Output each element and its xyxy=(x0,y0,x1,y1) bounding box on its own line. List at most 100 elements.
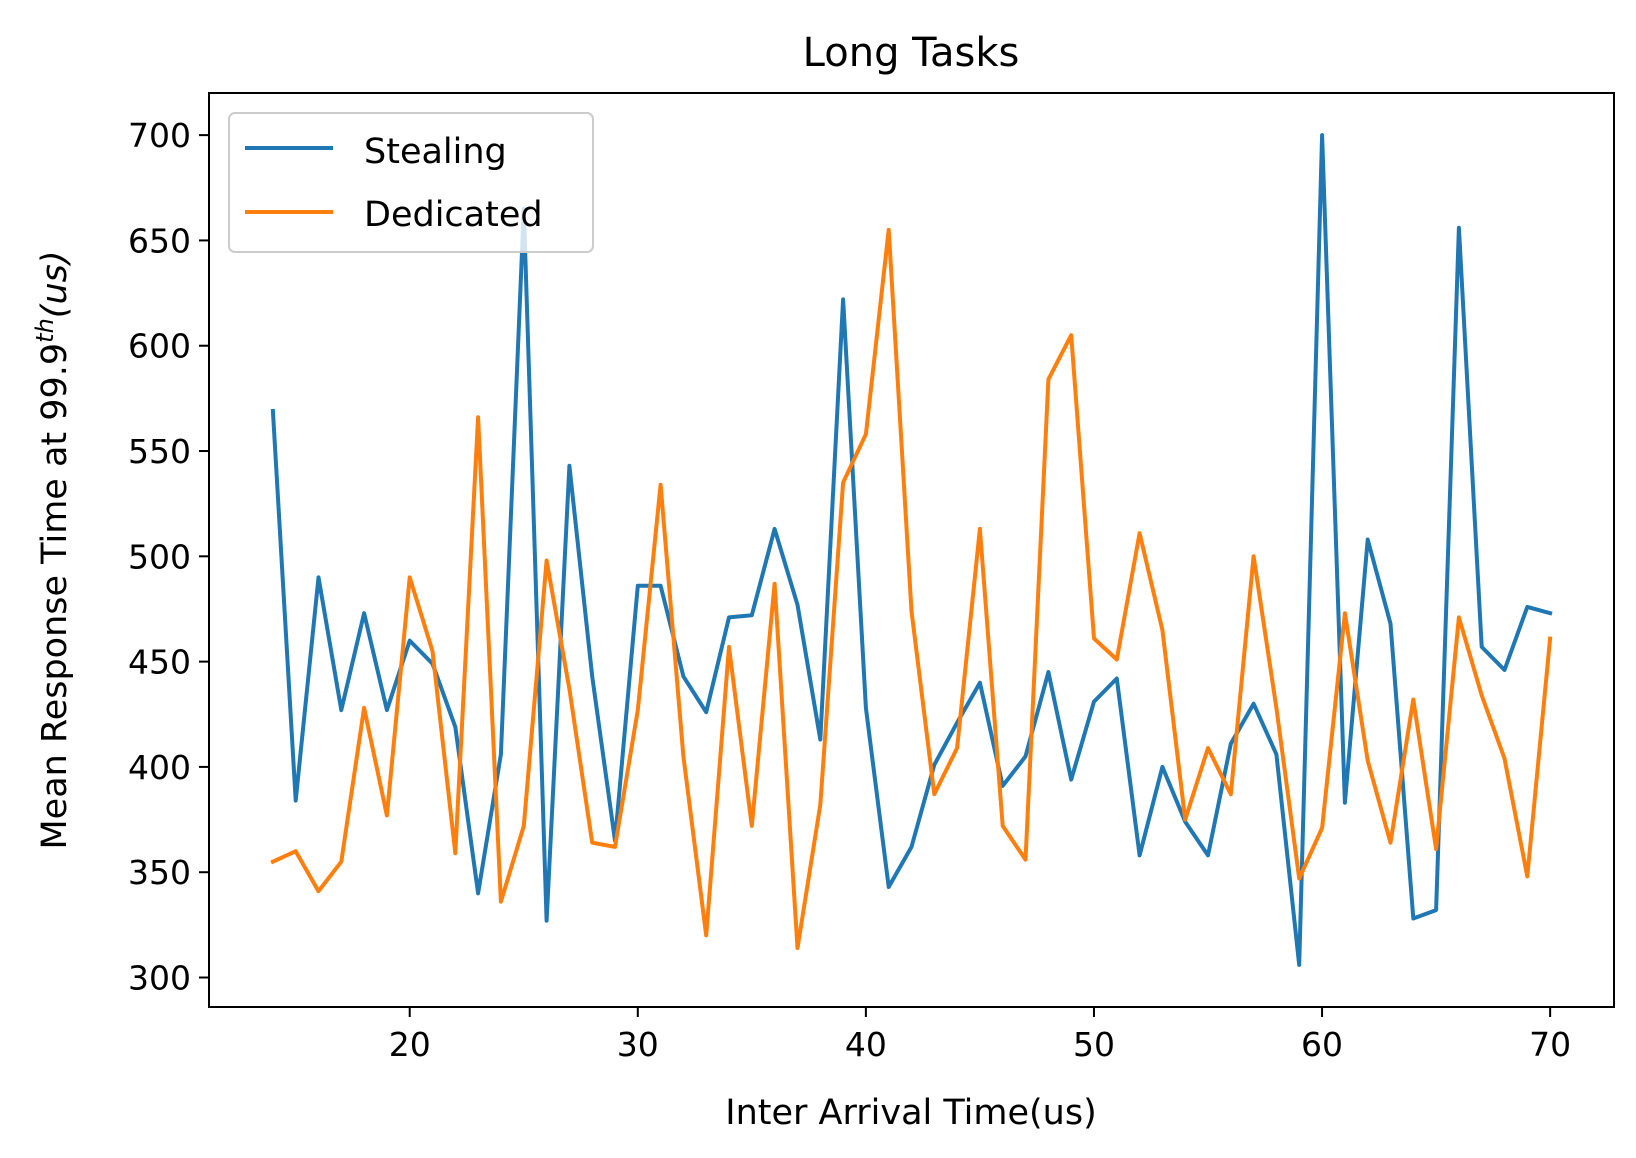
data-point-dedicated xyxy=(338,859,344,865)
data-point-dedicated xyxy=(407,574,413,580)
data-point-dedicated xyxy=(384,812,390,818)
data-point-dedicated xyxy=(1228,791,1234,797)
y-axis: 300 350 400 450 500 550 600 650 700 xyxy=(128,116,209,998)
data-point-dedicated xyxy=(954,745,960,751)
data-point-dedicated xyxy=(589,840,595,846)
data-point-stealing xyxy=(316,574,322,580)
data-point-stealing xyxy=(338,707,344,713)
data-point-stealing xyxy=(1479,644,1485,650)
data-point-stealing xyxy=(1091,699,1097,705)
data-point-dedicated xyxy=(1023,857,1029,863)
data-point-dedicated xyxy=(1365,758,1371,764)
data-point-dedicated xyxy=(749,823,755,829)
data-point-stealing xyxy=(658,583,664,589)
data-point-dedicated xyxy=(544,558,550,564)
data-point-dedicated xyxy=(726,644,732,650)
data-point-stealing xyxy=(1296,962,1302,968)
x-tick-label: 70 xyxy=(1529,1025,1571,1064)
data-point-dedicated xyxy=(1388,840,1394,846)
data-point-stealing xyxy=(795,602,801,608)
data-point-stealing xyxy=(407,638,413,644)
data-point-stealing xyxy=(498,751,504,757)
data-point-dedicated xyxy=(840,480,846,486)
data-point-stealing xyxy=(1068,777,1074,783)
data-point-dedicated xyxy=(1000,823,1006,829)
data-point-stealing xyxy=(1502,667,1508,673)
data-point-dedicated xyxy=(1319,825,1325,831)
data-point-stealing xyxy=(703,709,709,715)
y-axis-label-suffix: (us) xyxy=(35,250,75,318)
data-point-dedicated xyxy=(521,823,527,829)
data-point-stealing xyxy=(817,737,823,743)
data-point-dedicated xyxy=(931,791,937,797)
y-tick-label: 300 xyxy=(128,959,191,998)
data-point-stealing xyxy=(566,463,572,469)
data-point-dedicated xyxy=(1068,332,1074,338)
data-point-dedicated xyxy=(361,705,367,711)
data-point-stealing xyxy=(1159,764,1165,770)
data-point-dedicated xyxy=(817,802,823,808)
y-tick-label: 650 xyxy=(128,221,191,260)
data-point-stealing xyxy=(1456,225,1462,231)
legend-label-stealing: Stealing xyxy=(364,132,507,172)
data-point-dedicated xyxy=(635,707,641,713)
data-point-stealing xyxy=(1228,741,1234,747)
data-point-dedicated xyxy=(863,431,869,437)
data-point-stealing xyxy=(270,408,276,414)
data-point-dedicated xyxy=(1273,705,1279,711)
data-point-stealing xyxy=(886,884,892,890)
data-point-dedicated xyxy=(1524,873,1530,879)
data-point-stealing xyxy=(1342,800,1348,806)
chart-title: Long Tasks xyxy=(803,30,1020,76)
series-line-dedicated xyxy=(270,227,1553,950)
data-point-dedicated xyxy=(430,648,436,654)
data-point-stealing xyxy=(475,890,481,896)
data-point-stealing xyxy=(680,673,686,679)
data-point-stealing xyxy=(1547,610,1553,616)
x-axis: 20 30 40 50 60 70 xyxy=(389,1007,1571,1064)
y-axis-label-prefix: Mean Response Time at 99.9 xyxy=(35,343,75,850)
data-point-stealing xyxy=(1524,604,1530,610)
x-tick-label: 30 xyxy=(617,1025,659,1064)
data-point-dedicated xyxy=(1433,846,1439,852)
x-tick-label: 40 xyxy=(845,1025,887,1064)
data-point-stealing xyxy=(726,614,732,620)
data-point-stealing xyxy=(1365,537,1371,543)
data-point-dedicated xyxy=(316,888,322,894)
data-point-stealing xyxy=(293,798,299,804)
data-point-stealing xyxy=(1137,852,1143,858)
y-tick-label: 700 xyxy=(128,116,191,155)
data-point-dedicated xyxy=(680,753,686,759)
data-point-stealing xyxy=(1045,669,1051,675)
data-point-stealing xyxy=(1433,907,1439,913)
data-point-stealing xyxy=(863,705,869,711)
data-point-stealing xyxy=(1023,753,1029,759)
y-tick-label: 600 xyxy=(128,327,191,366)
data-point-dedicated xyxy=(977,526,983,532)
data-point-stealing xyxy=(589,673,595,679)
legend-label-dedicated: Dedicated xyxy=(364,195,543,235)
data-point-dedicated xyxy=(658,482,664,488)
data-point-dedicated xyxy=(1091,636,1097,642)
data-point-dedicated xyxy=(566,686,572,692)
x-tick-label: 20 xyxy=(389,1025,431,1064)
y-tick-label: 400 xyxy=(128,748,191,787)
data-point-dedicated xyxy=(1251,553,1257,559)
data-point-dedicated xyxy=(1410,697,1416,703)
data-point-stealing xyxy=(452,724,458,730)
data-point-stealing xyxy=(1114,676,1120,682)
data-point-dedicated xyxy=(1342,610,1348,616)
data-point-dedicated xyxy=(498,899,504,905)
legend: Stealing Dedicated xyxy=(228,112,594,253)
data-point-dedicated xyxy=(1456,614,1462,620)
data-point-stealing xyxy=(977,680,983,686)
data-point-stealing xyxy=(772,526,778,532)
data-point-stealing xyxy=(1319,132,1325,138)
data-point-dedicated xyxy=(886,227,892,233)
data-point-dedicated xyxy=(1296,876,1302,882)
data-point-dedicated xyxy=(1137,530,1143,536)
data-point-dedicated xyxy=(270,859,276,865)
data-point-stealing xyxy=(1205,852,1211,858)
series-layer xyxy=(270,132,1553,968)
